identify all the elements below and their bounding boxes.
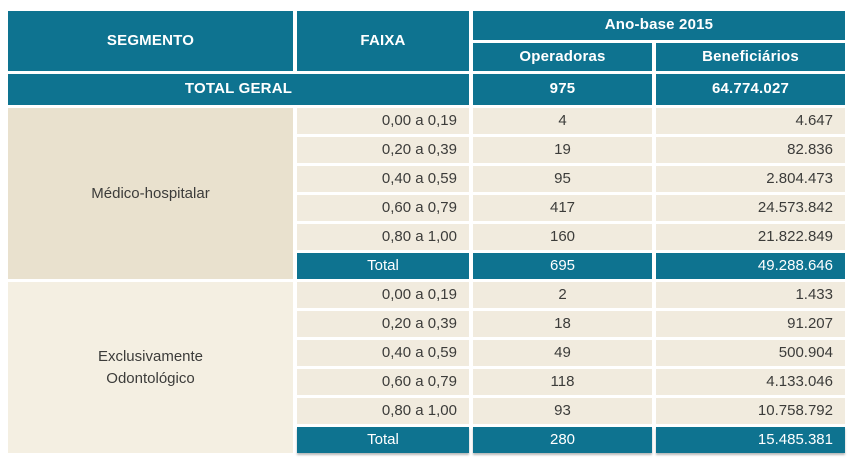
col-header-operadoras: Operadoras: [473, 43, 652, 71]
beneficiarios-cell: 21.822.849: [656, 224, 845, 250]
beneficiarios-cell: 4.133.046: [656, 369, 845, 395]
segment-total-operadoras: 280: [473, 427, 652, 453]
operadoras-cell: 2: [473, 282, 652, 308]
beneficiarios-cell: 10.758.792: [656, 398, 845, 424]
beneficiarios-cell: 82.836: [656, 137, 845, 163]
faixa-cell: 0,40 a 0,59: [297, 166, 469, 192]
operadoras-cell: 49: [473, 340, 652, 366]
faixa-cell: 0,40 a 0,59: [297, 340, 469, 366]
beneficiarios-cell: 500.904: [656, 340, 845, 366]
col-header-beneficiarios: Beneficiários: [656, 43, 845, 71]
col-header-segmento: SEGMENTO: [8, 11, 293, 71]
segment-total-label: Total: [297, 253, 469, 279]
beneficiarios-cell: 91.207: [656, 311, 845, 337]
faixa-cell: 0,60 a 0,79: [297, 195, 469, 221]
segment-label-exclusivamente-odontologico: Exclusivamente Odontológico: [8, 282, 293, 453]
faixa-cell: 0,80 a 1,00: [297, 398, 469, 424]
beneficiarios-cell: 4.647: [656, 108, 845, 134]
operadoras-cell: 417: [473, 195, 652, 221]
total-geral-beneficiarios: 64.774.027: [656, 74, 845, 105]
idss-distribution-table: SEGMENTO FAIXA Ano-base 2015 Operadoras …: [8, 11, 845, 453]
total-geral-label: TOTAL GERAL: [8, 74, 469, 105]
operadoras-cell: 93: [473, 398, 652, 424]
faixa-cell: 0,20 a 0,39: [297, 137, 469, 163]
faixa-cell: 0,80 a 1,00: [297, 224, 469, 250]
operadoras-cell: 18: [473, 311, 652, 337]
operadoras-cell: 4: [473, 108, 652, 134]
operadoras-cell: 118: [473, 369, 652, 395]
faixa-cell: 0,00 a 0,19: [297, 282, 469, 308]
segment-label-medico-hospitalar: Médico-hospitalar: [8, 108, 293, 279]
col-header-ano-base-2015: Ano-base 2015: [473, 11, 845, 40]
operadoras-cell: 19: [473, 137, 652, 163]
segment-total-beneficiarios: 15.485.381: [656, 427, 845, 453]
col-header-faixa: FAIXA: [297, 11, 469, 71]
operadoras-cell: 95: [473, 166, 652, 192]
faixa-cell: 0,60 a 0,79: [297, 369, 469, 395]
segment-total-beneficiarios: 49.288.646: [656, 253, 845, 279]
faixa-cell: 0,00 a 0,19: [297, 108, 469, 134]
segment-total-operadoras: 695: [473, 253, 652, 279]
beneficiarios-cell: 2.804.473: [656, 166, 845, 192]
operadoras-cell: 160: [473, 224, 652, 250]
segment-total-label: Total: [297, 427, 469, 453]
total-geral-operadoras: 975: [473, 74, 652, 105]
faixa-cell: 0,20 a 0,39: [297, 311, 469, 337]
beneficiarios-cell: 1.433: [656, 282, 845, 308]
beneficiarios-cell: 24.573.842: [656, 195, 845, 221]
